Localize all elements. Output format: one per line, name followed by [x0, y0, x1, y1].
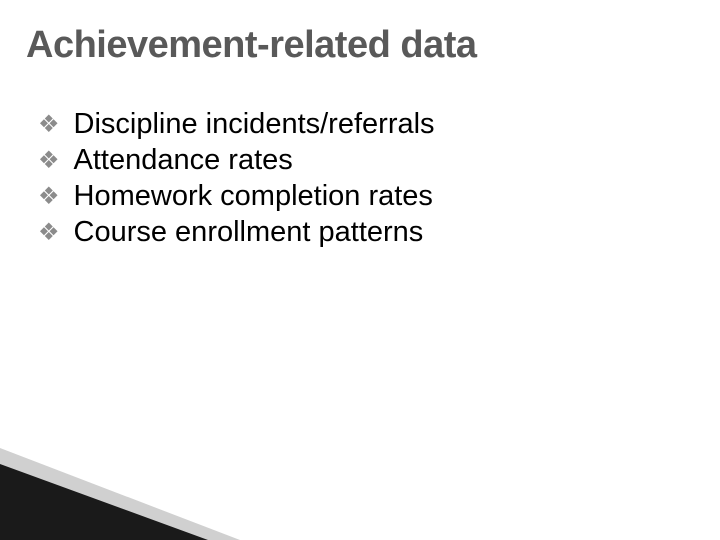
list-item: ❖ Homework completion rates — [38, 180, 435, 213]
diamond-bullet-icon: ❖ — [38, 185, 60, 209]
diamond-bullet-icon: ❖ — [38, 149, 60, 173]
bullet-list: ❖ Discipline incidents/referrals ❖ Atten… — [38, 108, 435, 252]
bullet-text: Attendance rates — [74, 144, 293, 177]
list-item: ❖ Attendance rates — [38, 144, 435, 177]
corner-wedge-decoration — [0, 430, 260, 540]
list-item: ❖ Course enrollment patterns — [38, 216, 435, 249]
diamond-bullet-icon: ❖ — [38, 221, 60, 245]
list-item: ❖ Discipline incidents/referrals — [38, 108, 435, 141]
bullet-text: Course enrollment patterns — [74, 216, 424, 249]
bullet-text: Discipline incidents/referrals — [74, 108, 435, 141]
diamond-bullet-icon: ❖ — [38, 113, 60, 137]
bullet-text: Homework completion rates — [74, 180, 433, 213]
slide-title: Achievement-related data — [26, 24, 477, 67]
